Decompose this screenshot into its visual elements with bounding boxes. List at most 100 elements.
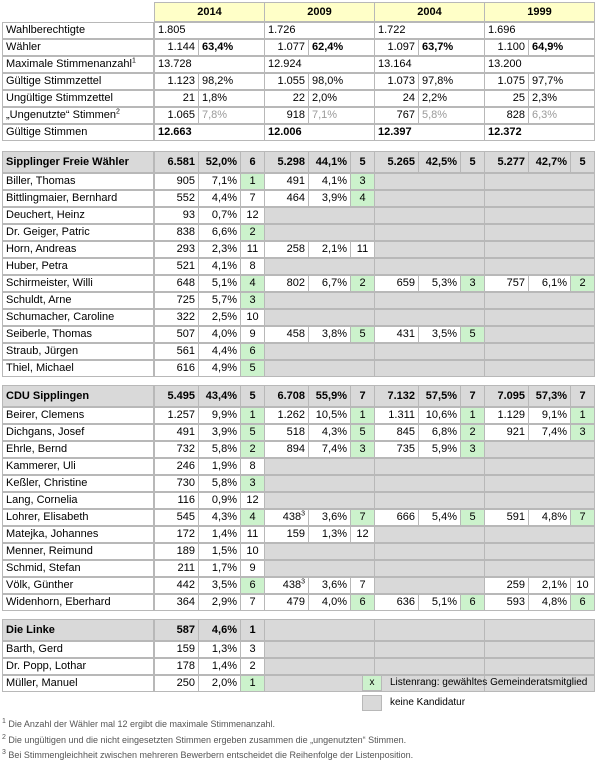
list-rank: 3 — [240, 641, 265, 658]
list-rank-elected: 4 — [240, 509, 265, 526]
no-candidacy-cell — [374, 641, 485, 658]
no-candidacy-cell — [374, 207, 485, 224]
candidate-percent: 4,1% — [308, 173, 351, 190]
candidate-percent: 2,1% — [528, 577, 571, 594]
party-percent: 42,5% — [418, 151, 461, 173]
list-rank: 7 — [350, 577, 375, 594]
summary-percent: 98,2% — [198, 73, 265, 90]
footnote: 3 Bei Stimmengleichheit zwischen mehrere… — [2, 748, 413, 764]
candidate-votes: 116 — [154, 492, 199, 509]
list-rank-elected: 2 — [460, 424, 485, 441]
list-rank: 10 — [240, 543, 265, 560]
party-name: Sipplinger Freie Wähler — [2, 151, 154, 173]
candidate-percent: 3,6% — [308, 577, 351, 594]
no-candidacy-cell — [264, 560, 375, 577]
candidate-percent: 7,4% — [528, 424, 571, 441]
no-candidacy-cell — [374, 241, 485, 258]
candidate-percent: 2,3% — [198, 241, 241, 258]
summary-percent: 2,3% — [528, 90, 595, 107]
candidate-name: Biller, Thomas — [2, 173, 154, 190]
candidate-percent: 4,8% — [528, 594, 571, 611]
summary-label: „Ungenutzte“ Stimmen2 — [2, 107, 154, 124]
candidate-percent: 0,9% — [198, 492, 241, 509]
summary-percent: 63,7% — [418, 39, 485, 56]
candidate-percent: 4,9% — [198, 360, 241, 377]
candidate-percent: 5,9% — [418, 441, 461, 458]
list-rank: 9 — [240, 326, 265, 343]
candidate-votes: 159 — [264, 526, 309, 543]
party-seats: 7 — [570, 385, 595, 407]
candidate-percent: 3,5% — [198, 577, 241, 594]
summary-value: 12.372 — [484, 124, 595, 141]
summary-label: Maximale Stimmenanzahl1 — [2, 56, 154, 73]
candidate-name: Dr. Popp, Lothar — [2, 658, 154, 675]
summary-value: 918 — [264, 107, 309, 124]
no-candidacy-cell — [374, 619, 485, 641]
candidate-percent: 2,9% — [198, 594, 241, 611]
party-percent: 57,3% — [528, 385, 571, 407]
no-candidacy-cell — [484, 326, 595, 343]
list-rank-elected: 1 — [350, 407, 375, 424]
candidate-name: Kammerer, Uli — [2, 458, 154, 475]
candidate-votes: 921 — [484, 424, 529, 441]
summary-value: 13.164 — [374, 56, 485, 73]
no-candidacy-cell — [484, 190, 595, 207]
candidate-percent: 2,0% — [198, 675, 241, 692]
footnote: 2 Die ungültigen und die nicht eingesetz… — [2, 733, 413, 749]
summary-value: 12.006 — [264, 124, 375, 141]
no-candidacy-cell — [484, 343, 595, 360]
candidate-name: Matejka, Johannes — [2, 526, 154, 543]
legend-elected-label: Listenrang: gewähltes Gemeinderatsmitgli… — [390, 677, 588, 688]
candidate-votes: 259 — [484, 577, 529, 594]
candidate-votes: 178 — [154, 658, 199, 675]
candidate-percent: 3,5% — [418, 326, 461, 343]
candidate-votes: 1.262 — [264, 407, 309, 424]
list-rank: 11 — [350, 241, 375, 258]
candidate-name: Keßler, Christine — [2, 475, 154, 492]
no-candidacy-cell — [374, 292, 485, 309]
candidate-votes: 1.257 — [154, 407, 199, 424]
legend-elected-swatch: x — [362, 675, 382, 691]
list-rank: 2 — [240, 658, 265, 675]
no-candidacy-cell — [484, 475, 595, 492]
list-rank-elected: 3 — [350, 441, 375, 458]
summary-percent: 97,7% — [528, 73, 595, 90]
summary-percent: 62,4% — [308, 39, 375, 56]
no-candidacy-cell — [484, 526, 595, 543]
no-candidacy-cell — [374, 543, 485, 560]
summary-value: 828 — [484, 107, 529, 124]
candidate-votes: 4383 — [264, 509, 309, 526]
no-candidacy-cell — [484, 492, 595, 509]
list-rank: 12 — [240, 492, 265, 509]
list-rank-elected: 5 — [460, 509, 485, 526]
summary-value: 21 — [154, 90, 199, 107]
candidate-votes-value: 438 — [282, 579, 302, 591]
candidate-votes: 507 — [154, 326, 199, 343]
list-rank-elected: 6 — [460, 594, 485, 611]
list-rank: 7 — [240, 190, 265, 207]
candidate-votes: 479 — [264, 594, 309, 611]
candidate-name: Deuchert, Heinz — [2, 207, 154, 224]
no-candidacy-cell — [484, 258, 595, 275]
candidate-name: Lohrer, Elisabeth — [2, 509, 154, 526]
list-rank: 10 — [240, 309, 265, 326]
footnote-number: 2 — [2, 733, 6, 741]
party-votes: 5.298 — [264, 151, 309, 173]
candidate-percent: 4,1% — [198, 258, 241, 275]
list-rank-elected: 4 — [350, 190, 375, 207]
summary-value: 22 — [264, 90, 309, 107]
no-candidacy-cell — [264, 675, 375, 692]
summary-value: 13.200 — [484, 56, 595, 73]
summary-value: 12.663 — [154, 124, 265, 141]
summary-value: 1.123 — [154, 73, 199, 90]
candidate-name: Lang, Cornelia — [2, 492, 154, 509]
no-candidacy-cell — [374, 190, 485, 207]
list-rank-elected: 3 — [350, 173, 375, 190]
footnote-marker: 2 — [116, 108, 120, 116]
candidate-votes: 431 — [374, 326, 419, 343]
candidate-name: Barth, Gerd — [2, 641, 154, 658]
candidate-name: Schmid, Stefan — [2, 560, 154, 577]
candidate-name: Schirmeister, Willi — [2, 275, 154, 292]
candidate-votes: 1.311 — [374, 407, 419, 424]
party-votes: 5.495 — [154, 385, 199, 407]
